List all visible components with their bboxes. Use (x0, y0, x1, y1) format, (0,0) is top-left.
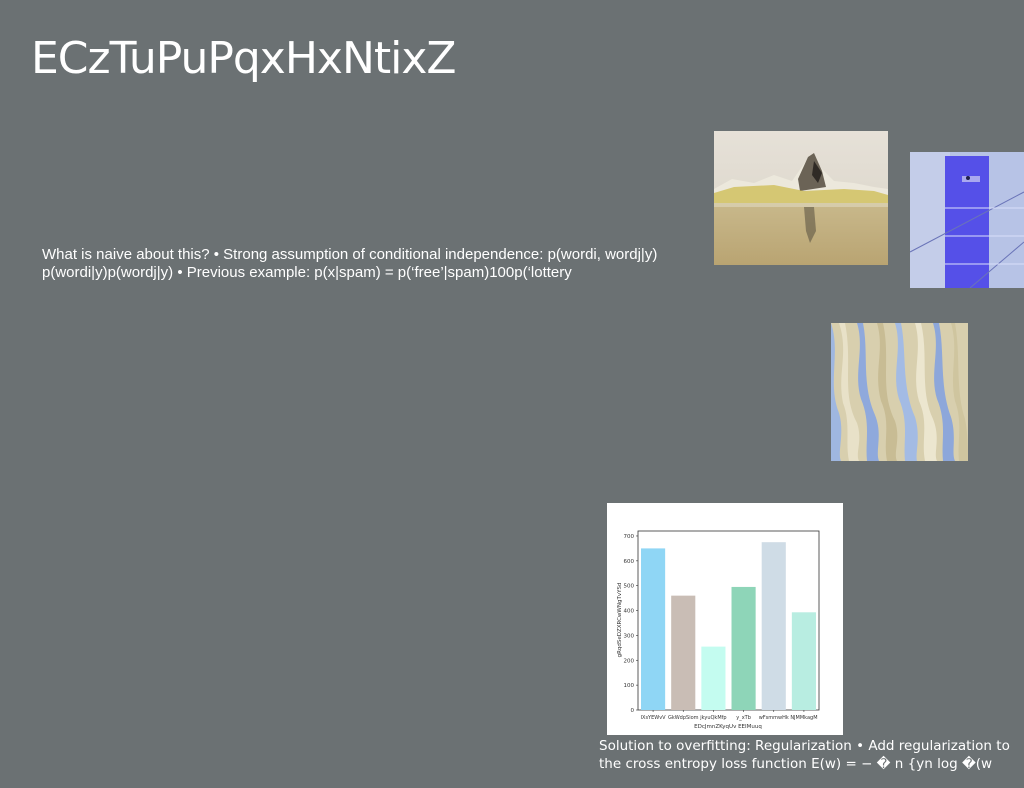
x-tick-label: jkyuQkMfp (699, 715, 726, 721)
y-tick-label: 600 (624, 559, 635, 565)
abstract-photo-icon (831, 323, 968, 461)
y-axis: 0 100 200 300 400 500 600 700 (624, 534, 638, 714)
bar (671, 595, 696, 710)
y-tick-label: 100 (624, 683, 635, 689)
iceberg-photo (714, 131, 888, 265)
wavy-abstract-photo (831, 323, 968, 461)
slide-title: ECzTuPuPqxHxNtixZ (31, 33, 457, 84)
bars (641, 542, 816, 710)
bar (701, 646, 726, 710)
x-axis: IXsYEWvV GkWdpSiom jkyuQkMfp y_xTb wFsmmwHk N… (641, 710, 818, 721)
bar (731, 586, 756, 710)
bar (761, 542, 786, 710)
blue-document-photo (910, 152, 1024, 288)
y-axis-label: gRqdSeDZXRCwWNgTvYSd (617, 583, 623, 658)
slide-caption: Solution to overfitting: Regularization … (599, 738, 1010, 772)
y-tick-label: 500 (624, 584, 635, 590)
x-tick-label: NJMMkagM (790, 715, 817, 721)
bar (641, 548, 666, 710)
x-tick-label: y_xTb (736, 715, 751, 721)
y-tick-label: 300 (624, 633, 635, 639)
bar (791, 612, 816, 710)
x-tick-label: wFsmmwHk (759, 715, 789, 721)
plot-frame (637, 530, 820, 711)
x-tick-label: IXsYEWvV (641, 715, 667, 721)
x-axis-label: EDcJmnZKyqUv EEIMuuq (694, 724, 762, 730)
abstract-photo-icon (910, 152, 1024, 288)
y-tick-label: 700 (624, 534, 635, 540)
x-tick-label: GkWdpSiom (668, 715, 699, 721)
bar-chart: 0 100 200 300 400 500 600 700 IXsYEWvV GkWdpSiom… (607, 503, 843, 735)
y-tick-label: 400 (624, 609, 635, 615)
landscape-photo-icon (714, 131, 888, 265)
y-tick-label: 0 (631, 708, 635, 714)
slide-body-text: What is naive about this? • Strong assum… (42, 246, 658, 281)
y-tick-label: 200 (624, 658, 635, 664)
bar-chart-svg: 0 100 200 300 400 500 600 700 IXsYEWvV GkWdpSiom… (617, 530, 820, 730)
